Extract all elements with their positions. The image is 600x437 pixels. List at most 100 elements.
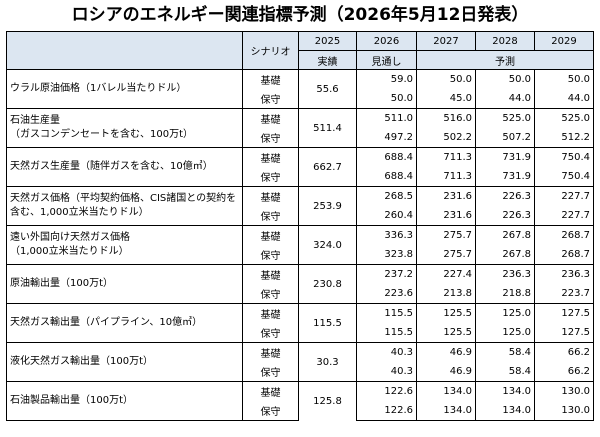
table-row: 液化天然ガス輸出量（100万t） 基礎 30.3 40.3 46.9 58.4 66.2 xyxy=(6,342,594,382)
actual-2025-value: 662.7 xyxy=(298,147,357,187)
base-value: 58.4 xyxy=(475,342,535,362)
indicator-label: 天然ガス生産量（随伴ガスを含む、10億㎥） xyxy=(6,147,243,187)
table-row: 保守 497.2 502.2 507.2 512.2 xyxy=(7,128,594,148)
header-year: 2026 xyxy=(356,31,417,51)
header-sub-forecast: 予測 xyxy=(416,50,594,70)
conservative-value: 507.2 xyxy=(475,128,535,148)
conservative-value: 227.7 xyxy=(534,206,594,226)
actual-2025-value: 253.9 xyxy=(298,186,357,226)
base-value: 231.6 xyxy=(416,186,476,206)
table-row: 天然ガス価格（平均契約価格、CIS諸国との契約を含む、1,000立米当たりドル）… xyxy=(6,186,594,226)
base-value: 227.7 xyxy=(534,186,594,206)
base-value: 66.2 xyxy=(534,342,594,362)
conservative-value: 512.2 xyxy=(534,128,594,148)
base-value: 40.3 xyxy=(356,342,417,362)
scenario-base: 基礎 xyxy=(242,381,299,401)
conservative-value: 275.7 xyxy=(416,245,476,265)
conservative-value: 46.9 xyxy=(416,362,476,382)
header-item-cell xyxy=(6,31,243,70)
table-body: ウラル原油価格（1バレル当たりドル） 基礎 55.6 59.0 50.0 50.0 50.0… xyxy=(6,69,594,421)
actual-2025-value: 230.8 xyxy=(298,264,357,304)
actual-2025-value: 55.6 xyxy=(298,69,357,109)
table-row: 保守 260.4 231.6 226.3 227.7 xyxy=(7,206,594,226)
base-value: 237.2 xyxy=(356,264,417,284)
conservative-value: 231.6 xyxy=(416,206,476,226)
conservative-value: 223.6 xyxy=(356,284,417,304)
header-year: 2028 xyxy=(475,31,535,51)
header-sub-actual: 実績 xyxy=(298,50,357,70)
table-row: 保守 115.5 125.5 125.0 127.5 xyxy=(7,323,594,343)
table-row: 石油生産量 （ガスコンデンセートを含む、100万t） 基礎 511.4 511.0 51… xyxy=(6,108,594,148)
indicator-table: シナリオ 2025 2026 2027 2028 2029 実績 見通し 予測 … xyxy=(6,31,594,421)
conservative-value: 711.3 xyxy=(416,167,476,187)
base-value: 336.3 xyxy=(356,225,417,245)
actual-2025-value: 324.0 xyxy=(298,225,357,265)
base-value: 688.4 xyxy=(356,147,417,167)
scenario-base: 基礎 xyxy=(242,186,299,206)
conservative-value: 134.0 xyxy=(416,401,476,421)
indicator-label: 液化天然ガス輸出量（100万t） xyxy=(6,342,243,382)
indicator-label: 原油輸出量（100万t） xyxy=(6,264,243,304)
header-sub-outlook: 見通し xyxy=(356,50,417,70)
conservative-value: 115.5 xyxy=(356,323,417,343)
indicator-label: 遠い外国向け天然ガス価格 （1,000立米当たりドル） xyxy=(6,225,243,265)
table-row: 原油輸出量（100万t） 基礎 230.8 237.2 227.4 236.3 236.3 xyxy=(6,264,594,304)
header-year: 2029 xyxy=(534,31,594,51)
conservative-value: 260.4 xyxy=(356,206,417,226)
base-value: 59.0 xyxy=(356,69,417,89)
conservative-value: 502.2 xyxy=(416,128,476,148)
base-value: 525.0 xyxy=(534,108,594,128)
scenario-base: 基礎 xyxy=(242,147,299,167)
conservative-value: 223.7 xyxy=(534,284,594,304)
base-value: 268.7 xyxy=(534,225,594,245)
scenario-conservative: 保守 xyxy=(242,323,299,343)
base-value: 115.5 xyxy=(356,303,417,323)
base-value: 525.0 xyxy=(475,108,535,128)
base-value: 130.0 xyxy=(534,381,594,401)
conservative-value: 50.0 xyxy=(356,89,417,109)
actual-2025-value: 30.3 xyxy=(298,342,357,382)
scenario-conservative: 保守 xyxy=(242,245,299,265)
scenario-base: 基礎 xyxy=(242,264,299,284)
base-value: 50.0 xyxy=(475,69,535,89)
base-value: 516.0 xyxy=(416,108,476,128)
base-value: 227.4 xyxy=(416,264,476,284)
scenario-conservative: 保守 xyxy=(242,167,299,187)
conservative-value: 44.0 xyxy=(475,89,535,109)
base-value: 711.3 xyxy=(416,147,476,167)
table-row: ウラル原油価格（1バレル当たりドル） 基礎 55.6 59.0 50.0 50.0 50.0 xyxy=(6,69,594,109)
base-value: 134.0 xyxy=(416,381,476,401)
scenario-conservative: 保守 xyxy=(242,284,299,304)
conservative-value: 130.0 xyxy=(534,401,594,421)
conservative-value: 218.8 xyxy=(475,284,535,304)
conservative-value: 213.8 xyxy=(416,284,476,304)
base-value: 50.0 xyxy=(416,69,476,89)
base-value: 127.5 xyxy=(534,303,594,323)
scenario-base: 基礎 xyxy=(242,303,299,323)
conservative-value: 66.2 xyxy=(534,362,594,382)
actual-2025-value: 115.5 xyxy=(298,303,357,343)
actual-2025-value: 125.8 xyxy=(298,381,357,421)
scenario-base: 基礎 xyxy=(242,69,299,89)
scenario-conservative: 保守 xyxy=(242,401,299,421)
header-scenario: シナリオ xyxy=(242,31,299,70)
base-value: 236.3 xyxy=(475,264,535,284)
base-value: 750.4 xyxy=(534,147,594,167)
indicator-label: 石油生産量 （ガスコンデンセートを含む、100万t） xyxy=(6,108,243,148)
base-value: 731.9 xyxy=(475,147,535,167)
table-row: 保守 122.6 134.0 134.0 130.0 xyxy=(7,401,594,421)
base-value: 134.0 xyxy=(475,381,535,401)
table-row: 天然ガス生産量（随伴ガスを含む、10億㎥） 基礎 662.7 688.4 711.3 73… xyxy=(6,147,594,187)
base-value: 125.0 xyxy=(475,303,535,323)
conservative-value: 750.4 xyxy=(534,167,594,187)
conservative-value: 497.2 xyxy=(356,128,417,148)
conservative-value: 267.8 xyxy=(475,245,535,265)
base-value: 267.8 xyxy=(475,225,535,245)
conservative-value: 688.4 xyxy=(356,167,417,187)
header-year: 2027 xyxy=(416,31,476,51)
conservative-value: 40.3 xyxy=(356,362,417,382)
indicator-label: ウラル原油価格（1バレル当たりドル） xyxy=(6,69,243,109)
conservative-value: 268.7 xyxy=(534,245,594,265)
header-row-years: シナリオ 2025 2026 2027 2028 2029 xyxy=(6,31,594,70)
conservative-value: 323.8 xyxy=(356,245,417,265)
